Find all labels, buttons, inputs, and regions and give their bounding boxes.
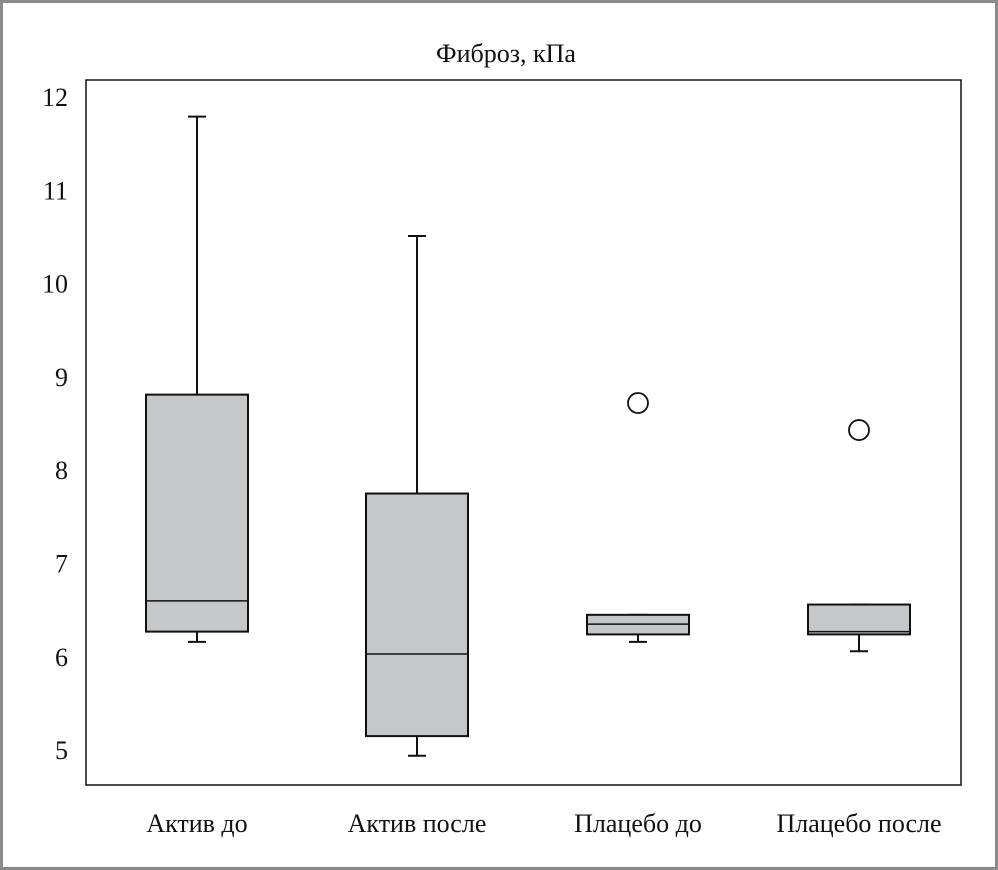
box-iqr: [145, 393, 249, 633]
y-tick-label: 5: [55, 736, 68, 765]
box-iqr: [807, 603, 911, 636]
y-tick-label: 11: [43, 176, 68, 205]
x-tick-label: Плацебо до: [574, 809, 702, 838]
outlier-point: [627, 392, 649, 414]
y-tick-label: 8: [55, 456, 68, 485]
box-3: [586, 392, 690, 643]
x-tick-label: Плацебо после: [776, 809, 941, 838]
box-2: [365, 235, 469, 757]
y-tick-label: 6: [55, 643, 68, 672]
y-tick-label: 10: [42, 270, 68, 299]
x-tick-label: Актив до: [146, 809, 247, 838]
box-4: [807, 419, 911, 653]
x-tick-label: Актив после: [348, 809, 487, 838]
plot-area: [85, 79, 962, 786]
y-tick-label: 9: [55, 363, 68, 392]
box-iqr: [365, 492, 469, 738]
chart-title: Фиброз, кПа: [436, 39, 576, 68]
y-tick-label: 12: [42, 83, 68, 112]
outlier-point: [848, 419, 870, 441]
y-tick-label: 7: [55, 550, 68, 579]
box-1: [145, 115, 249, 643]
